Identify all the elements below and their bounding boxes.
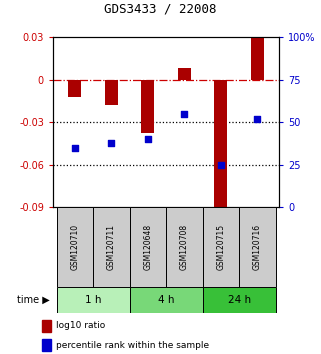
Text: GSM120711: GSM120711 (107, 224, 116, 270)
Text: 4 h: 4 h (158, 295, 174, 305)
Text: time ▶: time ▶ (17, 295, 50, 305)
FancyBboxPatch shape (93, 207, 130, 287)
Text: 1 h: 1 h (85, 295, 101, 305)
Text: GSM120716: GSM120716 (253, 224, 262, 270)
Point (218, 162, 223, 167)
Text: 24 h: 24 h (228, 295, 251, 305)
FancyBboxPatch shape (203, 207, 239, 287)
Text: GSM120710: GSM120710 (70, 224, 79, 270)
Point (145, 136, 151, 142)
Text: GSM120648: GSM120648 (143, 224, 152, 270)
FancyBboxPatch shape (203, 287, 276, 313)
Text: GDS3433 / 22008: GDS3433 / 22008 (104, 3, 217, 16)
FancyBboxPatch shape (56, 287, 130, 313)
Bar (142, 80, 154, 133)
FancyBboxPatch shape (166, 207, 203, 287)
Bar (251, 37, 264, 80)
Bar (42, 320, 51, 332)
Text: GSM120708: GSM120708 (180, 224, 189, 270)
Point (182, 111, 187, 116)
Bar (68, 80, 81, 97)
Text: log10 ratio: log10 ratio (56, 321, 106, 330)
Bar (105, 80, 118, 105)
Point (255, 116, 260, 121)
FancyBboxPatch shape (56, 207, 93, 287)
Text: percentile rank within the sample: percentile rank within the sample (56, 341, 209, 349)
Point (109, 140, 114, 145)
Bar (178, 68, 191, 80)
Point (72, 145, 77, 150)
Bar (42, 339, 51, 351)
FancyBboxPatch shape (130, 207, 166, 287)
Bar (214, 80, 227, 207)
Text: GSM120715: GSM120715 (216, 224, 225, 270)
FancyBboxPatch shape (130, 287, 203, 313)
FancyBboxPatch shape (239, 207, 276, 287)
